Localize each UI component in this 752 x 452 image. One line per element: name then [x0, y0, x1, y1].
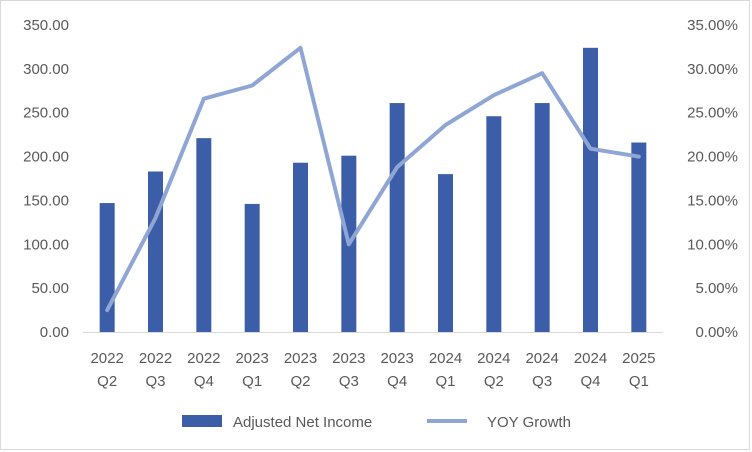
bar-series [99, 47, 647, 333]
category-year-label: 2023 [332, 350, 365, 367]
left-tick-label: 300.00 [23, 61, 69, 78]
category-quarter-label: Q1 [242, 373, 262, 390]
category-quarter-label: Q2 [484, 373, 504, 390]
bar [438, 174, 453, 332]
right-tick-label: 35.00% [687, 17, 738, 34]
category-quarter-label: Q2 [97, 373, 117, 390]
right-tick-label: 10.00% [687, 236, 738, 253]
category-year-label: 2024 [429, 350, 462, 367]
category-year-label: 2023 [380, 350, 413, 367]
category-quarter-label: Q4 [194, 373, 214, 390]
category-year-label: 2022 [187, 350, 220, 367]
right-tick-label: 15.00% [687, 192, 738, 209]
category-labels: 2022 Q2 2022 Q3 2022 Q4 2023 Q1 2023 Q2 2023 Q3 2023… [90, 350, 655, 390]
left-axis-ticks: 0.00 50.00 100.00 150.00 200.00 250.00 300.00 3… [23, 17, 69, 341]
left-tick-label: 50.00 [31, 280, 69, 297]
legend-bar-label: Adjusted Net Income [233, 414, 372, 431]
yoy-growth-line [105, 45, 641, 313]
legend-line-label: YOY Growth [487, 414, 571, 431]
bar [631, 142, 647, 332]
right-tick-label: 30.00% [687, 61, 738, 78]
category-quarter-label: Q3 [339, 373, 359, 390]
left-tick-label: 350.00 [23, 17, 69, 34]
bar [293, 162, 308, 332]
category-quarter-label: Q3 [532, 373, 552, 390]
left-tick-label: 150.00 [23, 192, 69, 209]
category-year-label: 2024 [477, 350, 510, 367]
category-year-label: 2025 [622, 350, 655, 367]
bar [389, 103, 405, 333]
bar [244, 203, 260, 332]
right-tick-label: 0.00% [695, 324, 738, 341]
right-tick-label: 25.00% [687, 105, 738, 122]
category-year-label: 2022 [90, 350, 123, 367]
category-year-label: 2023 [284, 350, 317, 367]
category-year-label: 2023 [235, 350, 268, 367]
category-year-label: 2022 [139, 350, 172, 367]
category-quarter-label: Q4 [387, 373, 407, 390]
left-tick-label: 200.00 [23, 149, 69, 166]
bar [534, 103, 550, 333]
left-tick-label: 100.00 [23, 236, 69, 253]
category-year-label: 2024 [574, 350, 607, 367]
legend: Adjusted Net Income YOY Growth [182, 414, 571, 431]
category-quarter-label: Q4 [580, 373, 600, 390]
bar [486, 116, 502, 332]
category-quarter-label: Q2 [290, 373, 310, 390]
category-quarter-label: Q1 [435, 373, 455, 390]
line-series [105, 45, 641, 313]
right-axis-ticks: 0.00% 5.00% 10.00% 15.00% 20.00% 25.00% 30.00%… [687, 17, 738, 341]
bar [99, 203, 115, 332]
right-tick-label: 5.00% [695, 280, 738, 297]
legend-bar-swatch [182, 415, 222, 427]
left-tick-label: 0.00 [40, 324, 69, 341]
category-year-label: 2024 [525, 350, 558, 367]
category-quarter-label: Q1 [629, 373, 649, 390]
right-tick-label: 20.00% [687, 149, 738, 166]
category-quarter-label: Q3 [145, 373, 165, 390]
left-tick-label: 250.00 [23, 105, 69, 122]
bar [583, 47, 598, 332]
bar [148, 171, 163, 332]
bar [196, 138, 212, 332]
